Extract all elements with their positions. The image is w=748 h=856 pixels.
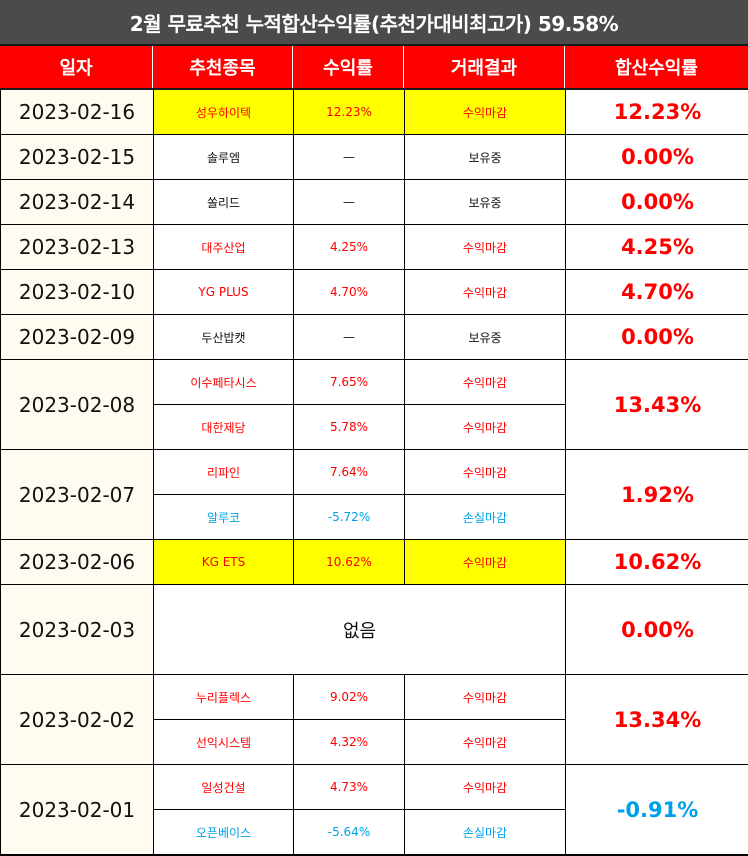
rate-cell: -5.72% bbox=[294, 495, 405, 540]
date-cell: 2023-02-10 bbox=[1, 270, 154, 315]
result-cell: 수익마감 bbox=[405, 360, 566, 405]
total-cell: 1.92% bbox=[566, 450, 748, 540]
rate-cell: 4.70% bbox=[294, 270, 405, 315]
header-date: 일자 bbox=[0, 46, 153, 88]
result-cell: 수익마감 bbox=[405, 405, 566, 450]
stock-cell: 쏠리드 bbox=[154, 180, 294, 225]
date-cell: 2023-02-13 bbox=[1, 225, 154, 270]
no-recommendation-cell: 없음 bbox=[154, 585, 566, 675]
rate-cell: 7.64% bbox=[294, 450, 405, 495]
stock-cell: 두산밥캣 bbox=[154, 315, 294, 360]
stock-cell: 일성건설 bbox=[154, 765, 294, 810]
total-cell: 0.00% bbox=[566, 135, 748, 180]
result-cell: 보유중 bbox=[405, 135, 566, 180]
result-cell: 수익마감 bbox=[405, 675, 566, 720]
stock-cell: 솔루엠 bbox=[154, 135, 294, 180]
stock-cell: YG PLUS bbox=[154, 270, 294, 315]
rate-cell: -5.64% bbox=[294, 810, 405, 855]
date-cell: 2023-02-14 bbox=[1, 180, 154, 225]
date-cell: 2023-02-01 bbox=[1, 765, 154, 855]
result-cell: 수익마감 bbox=[405, 720, 566, 765]
result-cell: 수익마감 bbox=[405, 450, 566, 495]
rate-cell: 10.62% bbox=[294, 540, 405, 585]
total-cell: 13.34% bbox=[566, 675, 748, 765]
total-cell: 0.00% bbox=[566, 315, 748, 360]
result-cell: 손실마감 bbox=[405, 495, 566, 540]
total-cell: 13.43% bbox=[566, 360, 748, 450]
header-total: 합산수익률 bbox=[615, 58, 698, 79]
total-cell: 4.25% bbox=[566, 225, 748, 270]
date-cell: 2023-02-06 bbox=[1, 540, 154, 585]
date-cell: 2023-02-03 bbox=[1, 585, 154, 675]
page-title: 2월 무료추천 누적합산수익률(추천가대비최고가) 59.58% bbox=[0, 0, 748, 44]
result-cell: 수익마감 bbox=[405, 270, 566, 315]
rate-cell: 4.25% bbox=[294, 225, 405, 270]
stock-cell: 선익시스템 bbox=[154, 720, 294, 765]
result-cell: 수익마감 bbox=[405, 90, 566, 135]
rate-cell: 4.73% bbox=[294, 765, 405, 810]
date-cell: 2023-02-15 bbox=[1, 135, 154, 180]
header-rate: 수익률 bbox=[293, 46, 404, 88]
stock-cell: 대한제당 bbox=[154, 405, 294, 450]
rate-cell: — bbox=[294, 135, 405, 180]
stock-cell: 대주산업 bbox=[154, 225, 294, 270]
total-cell: 0.00% bbox=[566, 180, 748, 225]
total-cell: 12.23% bbox=[566, 90, 748, 135]
stock-cell: 누리플렉스 bbox=[154, 675, 294, 720]
date-cell: 2023-02-09 bbox=[1, 315, 154, 360]
header-result: 거래결과 bbox=[404, 46, 565, 88]
result-cell: 수익마감 bbox=[405, 225, 566, 270]
total-cell: 10.62% bbox=[566, 540, 748, 585]
date-cell: 2023-02-07 bbox=[1, 450, 154, 540]
stock-cell: 리파인 bbox=[154, 450, 294, 495]
total-cell: -0.91% bbox=[566, 765, 748, 855]
result-cell: 수익마감 bbox=[405, 765, 566, 810]
stock-cell: 성우하이텍 bbox=[154, 90, 294, 135]
stock-cell: KG ETS bbox=[154, 540, 294, 585]
rate-cell: 7.65% bbox=[294, 360, 405, 405]
rate-cell: 9.02% bbox=[294, 675, 405, 720]
stock-cell: 이수페타시스 bbox=[154, 360, 294, 405]
date-cell: 2023-02-08 bbox=[1, 360, 154, 450]
rate-cell: 12.23% bbox=[294, 90, 405, 135]
result-cell: 보유중 bbox=[405, 180, 566, 225]
rate-cell: — bbox=[294, 180, 405, 225]
total-cell: 4.70% bbox=[566, 270, 748, 315]
table-header: 일자 추천종목 수익률 거래결과 합산수익률 bbox=[0, 44, 748, 90]
date-cell: 2023-02-16 bbox=[1, 90, 154, 135]
results-table: 2023-02-16 성우하이텍 12.23% 수익마감 12.23% 2023… bbox=[0, 90, 748, 856]
rate-cell: — bbox=[294, 315, 405, 360]
result-cell: 손실마감 bbox=[405, 810, 566, 855]
result-cell: 수익마감 bbox=[405, 540, 566, 585]
rate-cell: 4.32% bbox=[294, 720, 405, 765]
date-cell: 2023-02-02 bbox=[1, 675, 154, 765]
total-cell: 0.00% bbox=[566, 585, 748, 675]
header-stock: 추천종목 bbox=[153, 46, 293, 88]
result-cell: 보유중 bbox=[405, 315, 566, 360]
stock-cell: 오픈베이스 bbox=[154, 810, 294, 855]
rate-cell: 5.78% bbox=[294, 405, 405, 450]
stock-cell: 알루코 bbox=[154, 495, 294, 540]
